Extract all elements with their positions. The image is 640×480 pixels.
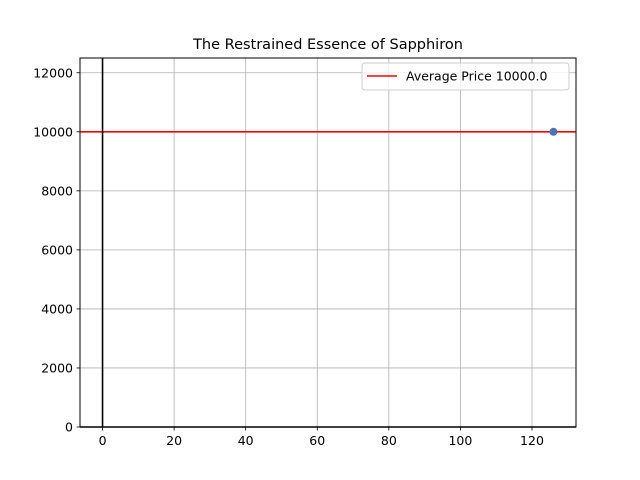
- grid: [80, 58, 576, 428]
- y-tick-label: 6000: [41, 242, 73, 257]
- legend-box: [361, 62, 570, 91]
- data-point: [549, 127, 558, 136]
- y-tick-label: 10000: [33, 124, 73, 139]
- y-axis: 0 2000 4000 6000 8000 10000 12000: [33, 65, 80, 435]
- reference-lines: [80, 58, 576, 428]
- x-tick-label: 120: [520, 433, 544, 448]
- x-tick-label: 0: [99, 433, 107, 448]
- x-tick-label: 100: [448, 433, 472, 448]
- legend-label-average-price: Average Price 10000.0: [406, 69, 548, 84]
- x-tick-label: 20: [166, 433, 182, 448]
- x-tick-label: 40: [238, 433, 254, 448]
- chart-title: The Restrained Essence of Sapphiron: [192, 37, 463, 53]
- legend: Average Price 10000.0: [361, 62, 570, 91]
- x-axis: 0 20 40 60 80 100 120: [99, 427, 544, 448]
- y-tick-label: 2000: [41, 360, 73, 375]
- y-tick-label: 12000: [33, 65, 73, 80]
- y-tick-label: 0: [65, 420, 73, 435]
- x-tick-label: 60: [309, 433, 325, 448]
- y-tick-label: 8000: [41, 183, 73, 198]
- y-tick-label: 4000: [41, 301, 73, 316]
- x-tick-label: 80: [381, 433, 397, 448]
- data-points: [549, 127, 558, 136]
- plot-frame: [79, 57, 577, 428]
